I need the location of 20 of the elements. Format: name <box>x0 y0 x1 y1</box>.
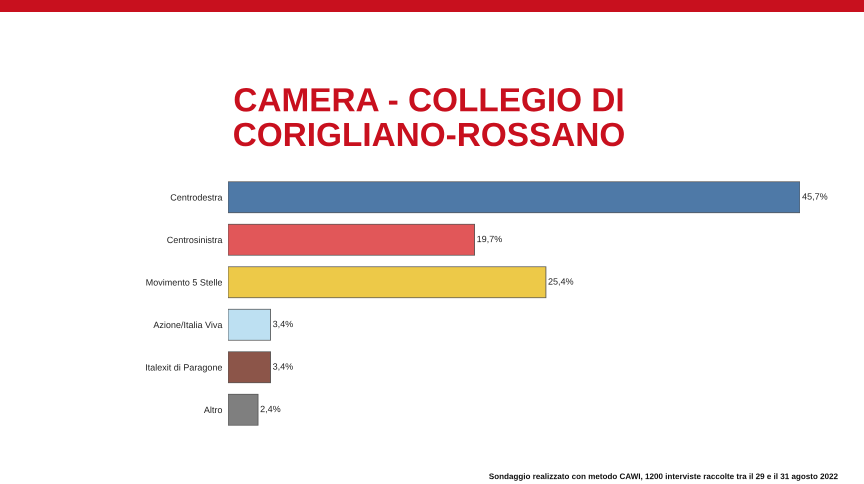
y-tick-label: Centrosinistra <box>167 236 222 244</box>
y-tick-label: Centrodestra <box>170 194 222 201</box>
bar <box>228 351 271 384</box>
data-label: 19,7% <box>477 236 502 244</box>
y-tick-label: Movimento 5 Stelle <box>146 278 222 286</box>
y-tick-label: Italexit di Paragone <box>146 364 222 372</box>
y-tick-label: Altro <box>204 406 222 414</box>
data-label: 25,4% <box>548 278 574 286</box>
y-tick-label: Azione/Italia Viva <box>153 321 222 328</box>
data-label: 45,7% <box>802 193 828 201</box>
bar <box>228 394 258 426</box>
text: Sondaggio realizzato con metodo CAWI, 1200 interviste raccolte tra il 29 e il 31 agosto 2022 <box>489 473 838 481</box>
data-label: 3,4% <box>272 363 293 371</box>
data-label: 3,4% <box>272 320 293 328</box>
bar <box>228 181 800 214</box>
data-label: 2,4% <box>260 406 280 414</box>
bar <box>228 308 271 341</box>
bar <box>228 224 475 256</box>
bar <box>228 266 546 298</box>
chart-title: CAMERA - COLLEGIO DI CORIGLIANO-ROSSANO <box>234 88 624 146</box>
